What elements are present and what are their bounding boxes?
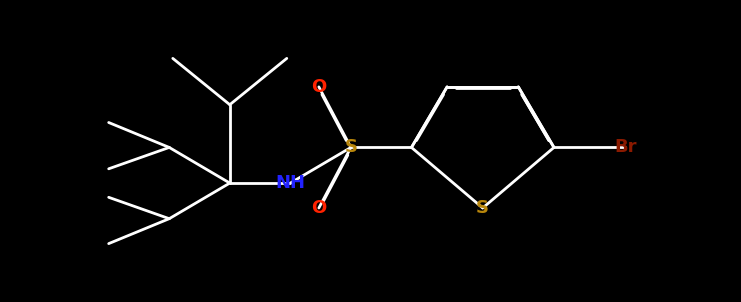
Text: S: S [345, 138, 357, 156]
Text: NH: NH [276, 174, 305, 192]
Text: O: O [311, 199, 327, 217]
Text: S: S [476, 199, 489, 217]
Text: Br: Br [614, 138, 637, 156]
Text: O: O [311, 78, 327, 96]
